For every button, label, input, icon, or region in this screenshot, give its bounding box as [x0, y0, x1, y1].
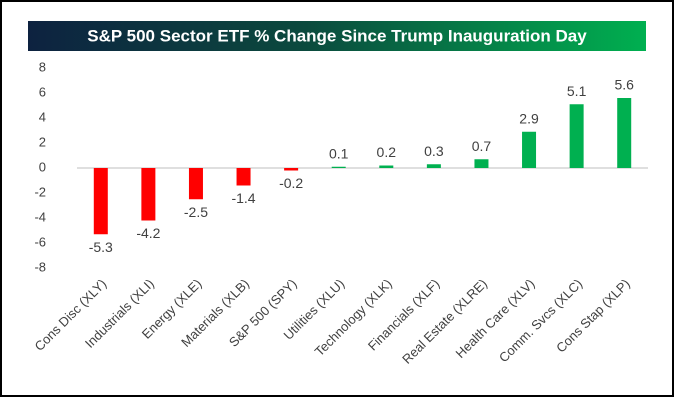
bar	[331, 166, 346, 168]
y-tick-label: 4	[39, 109, 46, 124]
y-tick-label: -6	[34, 234, 46, 249]
bar	[236, 168, 251, 186]
chart-title: S&P 500 Sector ETF % Change Since Trump …	[87, 26, 587, 45]
value-label: -5.3	[89, 239, 113, 255]
bar	[379, 165, 394, 168]
y-tick-label: 8	[39, 59, 46, 74]
value-label: 0.2	[377, 144, 397, 160]
y-tick-label: -2	[34, 184, 46, 199]
title-banner	[28, 21, 646, 51]
value-label: -1.4	[231, 190, 255, 206]
bar	[569, 104, 584, 168]
y-tick-label: 2	[39, 134, 46, 149]
y-tick-label: 6	[39, 84, 46, 99]
bar	[93, 168, 108, 235]
y-tick-label: -8	[34, 259, 46, 274]
bar	[188, 168, 203, 200]
bar	[617, 98, 632, 168]
value-label: 0.3	[424, 143, 444, 159]
bar	[474, 159, 489, 168]
value-label: 2.9	[519, 110, 539, 126]
value-label: 5.1	[567, 83, 587, 99]
value-label: 0.1	[329, 145, 349, 161]
bar	[426, 164, 441, 168]
value-label: -2.5	[184, 204, 208, 220]
y-tick-label: 0	[39, 159, 46, 174]
bar	[284, 168, 299, 171]
value-label: -0.2	[279, 175, 303, 191]
value-label: 5.6	[614, 77, 634, 93]
value-label: -4.2	[136, 225, 160, 241]
bar	[522, 131, 537, 168]
bar	[141, 168, 156, 221]
value-label: 0.7	[472, 138, 492, 154]
y-tick-label: -4	[34, 209, 46, 224]
